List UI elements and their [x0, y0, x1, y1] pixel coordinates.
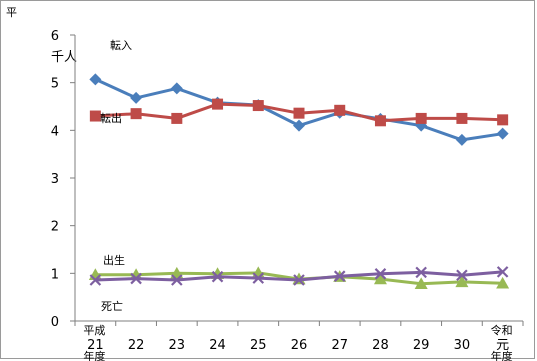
data-point [211, 270, 224, 283]
x-tick-label: 22 [128, 338, 145, 353]
y-tick-label: 5 [51, 77, 59, 92]
y-tick-label: 2 [51, 220, 59, 235]
data-point [130, 108, 142, 120]
data-point [333, 270, 346, 282]
y-tick-label: 0 [51, 315, 59, 330]
x-tick-label: 27 [331, 338, 348, 353]
data-point [455, 275, 469, 288]
x-tick-label: 26 [291, 338, 308, 353]
y-tick-label: 3 [51, 172, 59, 187]
data-point [89, 73, 102, 86]
x-tick-label: 21 [87, 338, 104, 353]
x-tick-label-top: 令和 [491, 323, 513, 337]
x-tick-label: 30 [454, 338, 471, 353]
data-point [415, 266, 427, 279]
data-point [374, 115, 386, 127]
series-label: 死亡 [101, 299, 123, 313]
x-tick-label: 28 [372, 338, 389, 353]
data-point [456, 269, 468, 282]
y-tick-label: 6 [51, 29, 59, 44]
data-point [252, 272, 265, 284]
data-point [334, 104, 346, 116]
y-tick-label: 4 [51, 124, 59, 139]
data-point [496, 276, 510, 289]
series-label: 出生 [103, 253, 125, 267]
data-point [293, 274, 305, 286]
data-point [212, 98, 224, 110]
data-point [374, 268, 387, 280]
series-square [89, 98, 509, 127]
data-point [130, 272, 142, 285]
data-point [130, 91, 143, 104]
x-tick-label-top: 平成 [83, 324, 105, 337]
data-point [171, 274, 183, 286]
data-point [129, 268, 143, 280]
x-tick-label-bottom: 年度 [491, 349, 513, 361]
series-layer [88, 73, 510, 290]
y-axis-unit-label: 千人 [51, 50, 77, 65]
x-tick-label-bottom: 年度 [83, 349, 105, 361]
data-point [415, 112, 427, 124]
x-tick-label: 23 [169, 338, 186, 353]
x-tick-label: 25 [250, 338, 267, 353]
data-point [496, 127, 509, 140]
data-point [373, 272, 387, 285]
data-point [496, 266, 509, 278]
data-point [497, 114, 509, 126]
data-point [170, 82, 183, 95]
series-label: 転出 [100, 111, 122, 125]
data-point [455, 133, 468, 146]
data-point [252, 100, 264, 112]
y-axis-ticks: 0 1 2 3 4 5 6 [51, 29, 75, 330]
x-tick-label: 元 [496, 338, 509, 353]
data-point [293, 119, 305, 132]
data-point [171, 112, 183, 124]
data-point [414, 277, 428, 290]
series-x [89, 266, 509, 286]
x-tick-label: 24 [209, 338, 226, 353]
series-label: 転入 [110, 39, 132, 52]
data-point [293, 107, 305, 119]
data-point [89, 110, 101, 122]
data-point [456, 112, 468, 124]
x-tick-label: 29 [413, 338, 430, 353]
data-point [89, 274, 102, 286]
corner-label: 平 [6, 6, 17, 19]
y-tick-label: 1 [51, 267, 59, 282]
